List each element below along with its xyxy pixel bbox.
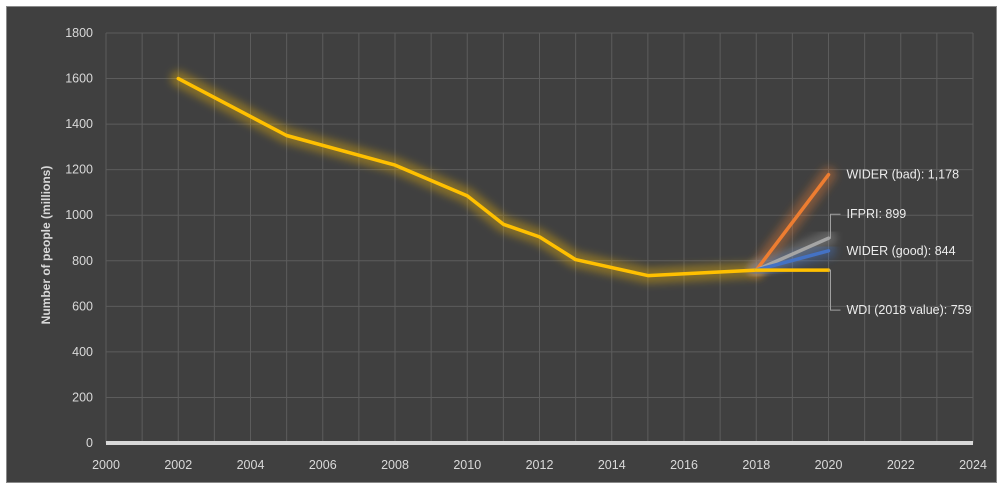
annotation-leader-line bbox=[828, 269, 841, 311]
series-line-3 bbox=[754, 249, 831, 272]
line-chart: 0 200 400 600 800 1000 1200 1400 1600 1800 2000 20… bbox=[39, 26, 987, 472]
y-tick-label: 1800 bbox=[65, 26, 93, 40]
x-tick-label: 2012 bbox=[526, 458, 554, 472]
chart-frame: 0 200 400 600 800 1000 1200 1400 1600 1800 2000 20… bbox=[6, 6, 997, 483]
y-tick-label: 200 bbox=[72, 390, 93, 404]
x-tick-label: 2010 bbox=[453, 458, 481, 472]
y-axis-title: Number of people (millions) bbox=[39, 166, 53, 325]
series-line-2 bbox=[754, 236, 831, 272]
annotation-label: IFPRI: 899 bbox=[847, 207, 907, 221]
y-tick-label: 0 bbox=[86, 436, 93, 450]
y-tick-label: 600 bbox=[72, 299, 93, 313]
x-tick-label: 2024 bbox=[959, 458, 987, 472]
x-tick-label: 2008 bbox=[381, 458, 409, 472]
x-tick-label: 2016 bbox=[670, 458, 698, 472]
x-tick-label: 2014 bbox=[598, 458, 626, 472]
y-tick-label: 1400 bbox=[65, 117, 93, 131]
x-tick-label: 2002 bbox=[164, 458, 192, 472]
y-tick-label: 400 bbox=[72, 345, 93, 359]
annotation-label: WDI (2018 value): 759 bbox=[847, 303, 972, 317]
annotation-label: WIDER (good): 844 bbox=[847, 244, 956, 258]
series-line-0 bbox=[176, 76, 759, 278]
y-tick-label: 1600 bbox=[65, 72, 93, 86]
x-tick-label: 2018 bbox=[742, 458, 770, 472]
x-tick-label: 2006 bbox=[309, 458, 337, 472]
y-tick-label: 800 bbox=[72, 254, 93, 268]
x-tick-label: 2022 bbox=[887, 458, 915, 472]
y-tick-label: 1000 bbox=[65, 208, 93, 222]
x-tick-label: 2000 bbox=[92, 458, 120, 472]
y-tick-label: 1200 bbox=[65, 163, 93, 177]
annotation-label: WIDER (bad): 1,178 bbox=[847, 168, 960, 182]
x-tick-label: 2020 bbox=[815, 458, 843, 472]
x-tick-label: 2004 bbox=[237, 458, 265, 472]
annotation-leader-line bbox=[828, 213, 841, 239]
series-line-1 bbox=[754, 172, 831, 272]
